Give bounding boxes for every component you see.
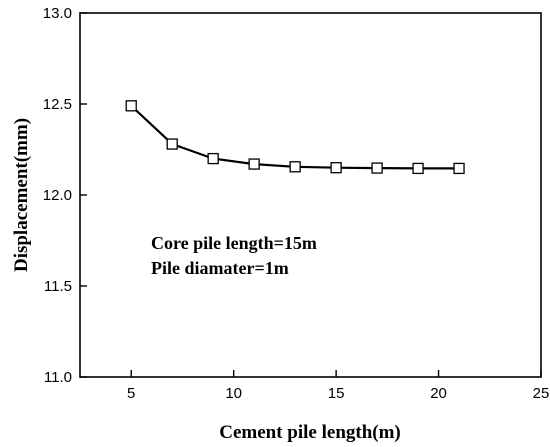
data-point-marker	[453, 162, 465, 175]
series-line	[130, 104, 459, 170]
x-tick-label: 5	[127, 385, 135, 402]
x-axis-title: Cement pile length(m)	[219, 422, 401, 443]
data-point-marker	[289, 161, 301, 173]
data-point-marker	[166, 138, 178, 150]
x-tick-label: 25	[533, 385, 550, 402]
data-point-marker	[248, 158, 260, 170]
x-axis: 5 10 15 20 25	[127, 370, 549, 402]
data-point-marker	[207, 152, 219, 165]
y-tick-label: 11.5	[44, 278, 72, 295]
data-point-marker	[330, 162, 342, 174]
y-tick-label: 13.0	[43, 5, 72, 22]
y-tick-label: 12.0	[43, 187, 72, 204]
series-markers	[125, 100, 465, 175]
data-point-marker	[125, 100, 137, 112]
x-tick-label: 15	[328, 385, 345, 402]
data-point-marker	[412, 162, 424, 175]
plot-frame	[79, 12, 542, 378]
data-point-marker	[371, 162, 383, 174]
y-tick-label: 12.5	[43, 96, 72, 113]
annotation-core-pile-length: Core pile length=15m	[151, 233, 317, 253]
x-tick-label: 20	[430, 385, 447, 402]
x-tick-label: 10	[225, 385, 242, 402]
y-axis-title: Displacement(mm)	[11, 118, 32, 272]
annotation-pile-diameter: Pile diamater=1m	[151, 258, 289, 278]
y-tick-label: 11.0	[44, 369, 72, 386]
y-axis: 11.0 11.5 12.0 12.5 13.0	[43, 5, 87, 386]
